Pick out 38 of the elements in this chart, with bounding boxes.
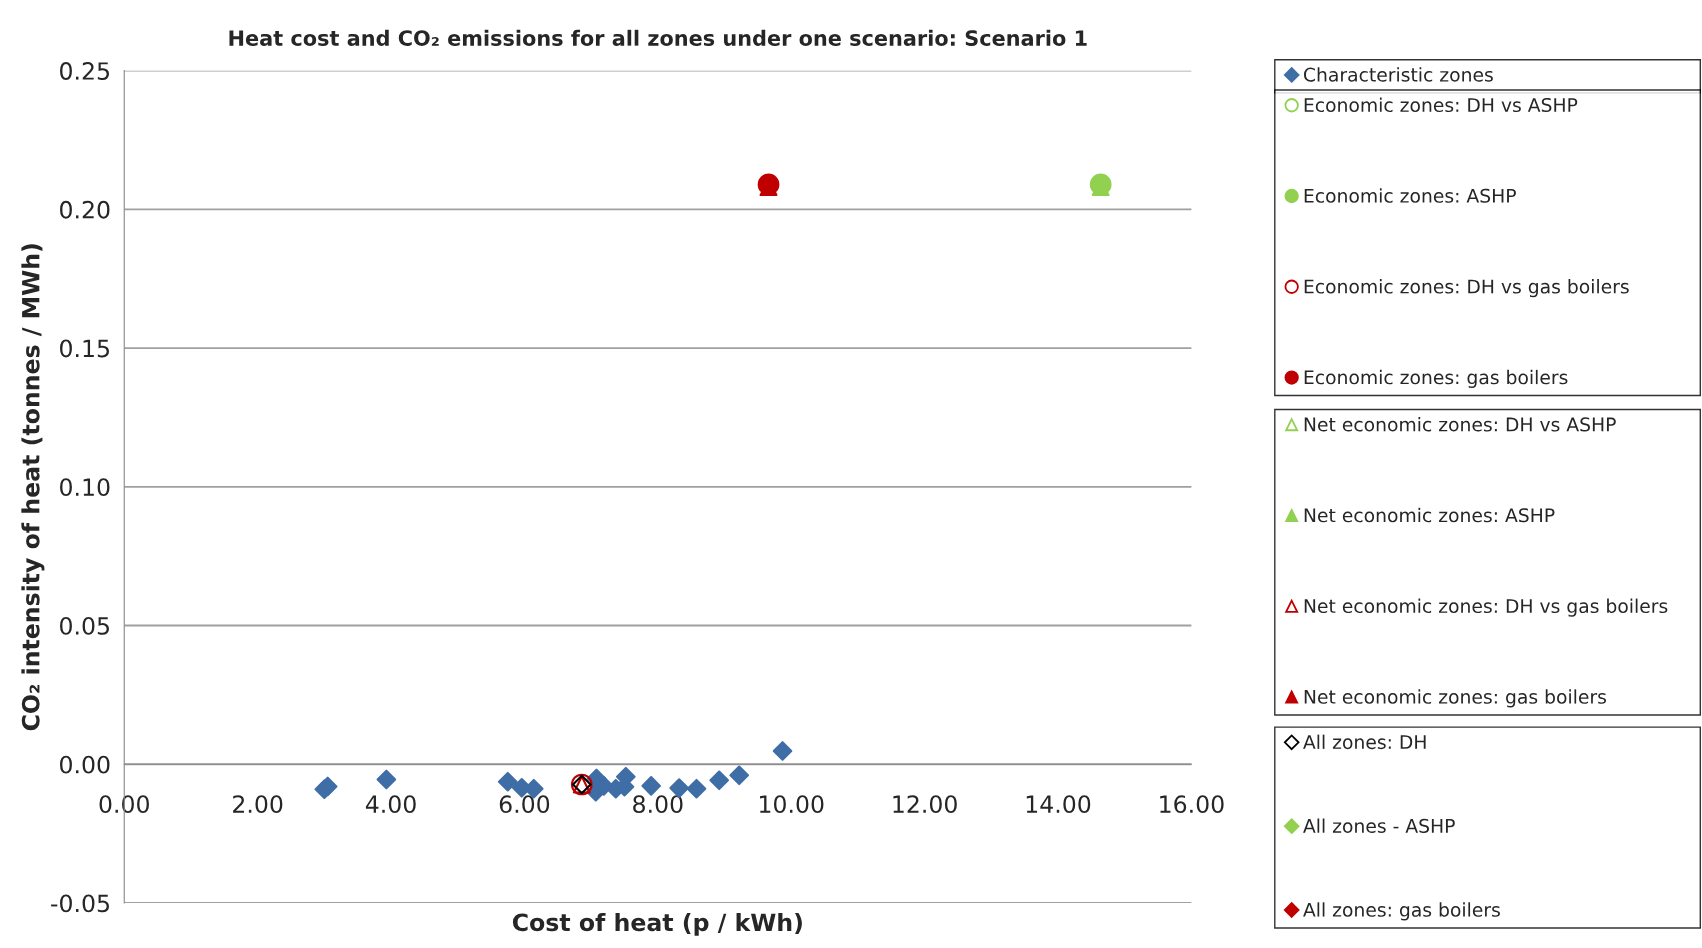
y-tick-label: -0.05 <box>51 894 109 913</box>
y-axis-title: CO₂ intensity of heat (tonnes / MWh) <box>21 244 45 731</box>
x-tick-label: 8.00 <box>633 795 683 814</box>
x-tick-label: 16.00 <box>1160 795 1224 814</box>
legend-label: Net economic zones: DH vs gas boilers <box>1304 598 1668 617</box>
x-tick-label: 2.00 <box>233 795 283 814</box>
legend-label: All zones: gas boilers <box>1303 902 1500 921</box>
x-tick-label: 6.00 <box>499 795 550 814</box>
x-tick-label: 0.00 <box>99 795 149 814</box>
legend-label: Net economic zones: ASHP <box>1304 507 1555 523</box>
x-tick-label: 14.00 <box>1026 795 1091 814</box>
point <box>497 771 518 792</box>
legend-label: Economic zones: DH vs ASHP <box>1304 97 1578 113</box>
point <box>772 741 793 761</box>
y-tick-label: 0.25 <box>60 62 109 80</box>
y-tick-label: 0.15 <box>60 339 109 358</box>
legend-label: Economic zones: DH vs gas boilers <box>1304 279 1629 298</box>
x-tick-label: 10.00 <box>760 795 824 814</box>
point <box>729 765 750 786</box>
point <box>376 769 397 790</box>
y-tick-label: 0.00 <box>60 755 110 774</box>
chart-title: Heat cost and CO₂ emissions for all zones under one scenario: Scenario 1 <box>229 29 1087 46</box>
legend-label: Net economic zones: DH vs ASHP <box>1304 417 1616 432</box>
x-tick-label: 12.00 <box>893 795 957 814</box>
legend-label: Economic zones: gas boilers <box>1304 369 1568 388</box>
x-tick-label: 4.00 <box>365 795 416 814</box>
legend-label: All zones - ASHP <box>1303 818 1455 833</box>
y-tick-label: 0.05 <box>60 616 109 635</box>
x-axis-title: Cost of heat (p / kWh) <box>512 912 802 936</box>
y-tick-label: 0.20 <box>60 200 110 219</box>
point <box>686 778 707 799</box>
point <box>709 770 730 791</box>
legend-label: Net economic zones: gas boilers <box>1304 689 1606 708</box>
point <box>641 776 661 796</box>
legend-label: Economic zones: ASHP <box>1304 188 1516 203</box>
legend-label: All zones: DH <box>1303 734 1426 750</box>
y-tick-label: 0.10 <box>60 478 110 497</box>
legend-label: Characteristic zones <box>1303 67 1493 82</box>
